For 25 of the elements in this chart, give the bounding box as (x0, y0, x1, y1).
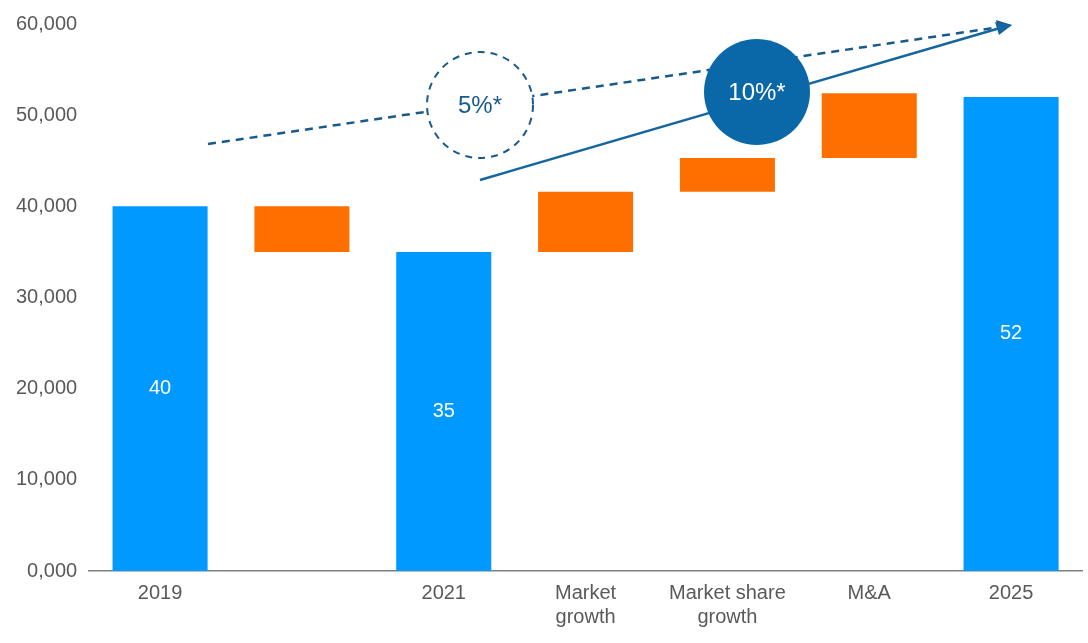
y-tick-label: 30,000 (16, 285, 78, 308)
y-tick-label: 60,000 (16, 11, 78, 34)
bar (679, 158, 775, 192)
bar (254, 206, 350, 252)
bar (963, 96, 1059, 571)
x-tick-label: M&A (847, 580, 892, 603)
y-tick-label: 50,000 (16, 102, 78, 125)
x-tick-label: 2021 (421, 580, 466, 603)
x-tick-label: 2019 (137, 580, 183, 603)
bar (396, 251, 492, 571)
annotation: 10%* (728, 78, 786, 105)
bar (821, 93, 917, 159)
annotation: 35 (432, 398, 455, 421)
x-tick-label: Market share growth (669, 580, 786, 627)
y-tick-label: 10,000 (16, 467, 78, 490)
y-tick-label: 40,000 (16, 193, 78, 216)
bar (538, 191, 634, 252)
y-tick-label: 0,000 (27, 558, 78, 581)
x-tick-label: Market growth (555, 580, 617, 627)
annotation: 52 (999, 321, 1023, 344)
annotation: 40 (148, 376, 172, 399)
y-tick-label: 20,000 (16, 376, 78, 399)
bar (112, 206, 208, 571)
annotation: 5%* (457, 91, 503, 118)
x-tick-label: 2025 (988, 580, 1034, 603)
